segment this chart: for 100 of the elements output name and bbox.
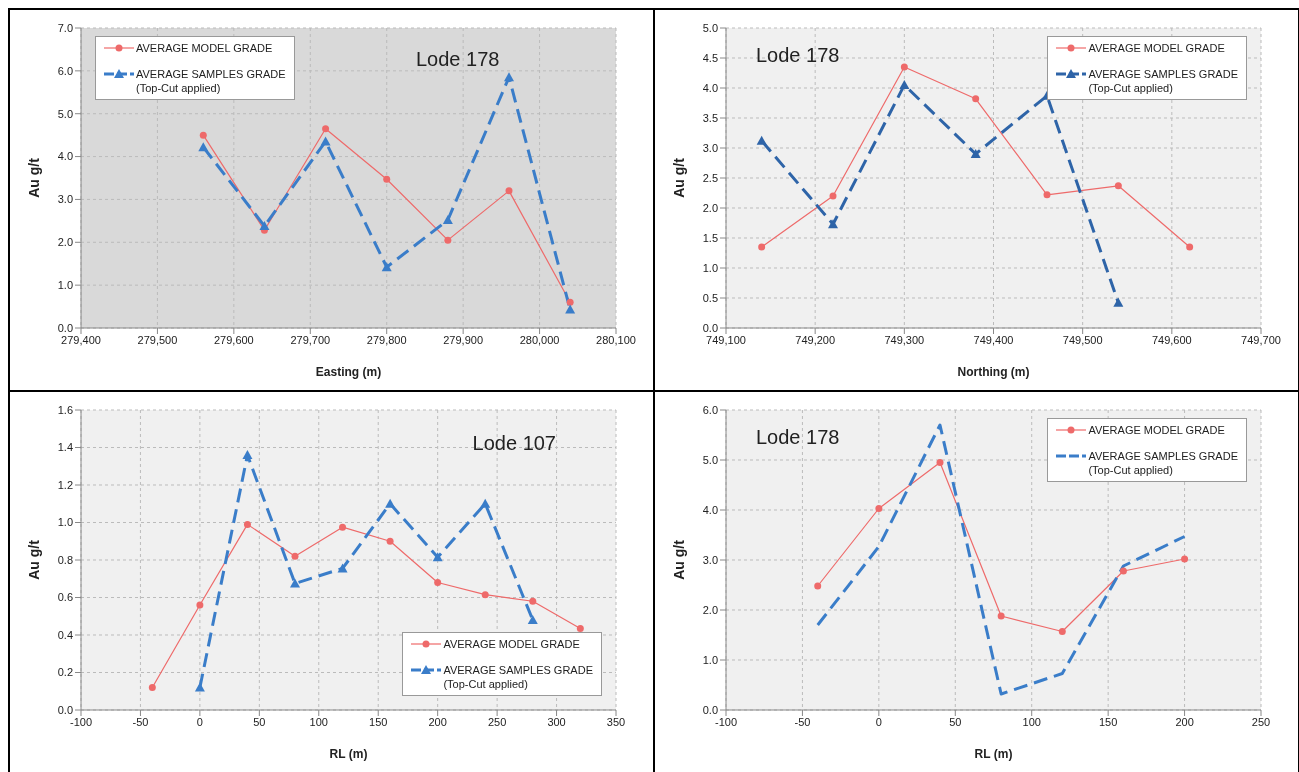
legend-label: AVERAGE MODEL GRADE [1088,41,1225,55]
y-tick-label: 5.0 [702,21,718,34]
x-axis-title: RL (m) [329,747,368,761]
y-tick-label: 1.0 [57,516,73,529]
y-tick-label: 4.0 [702,81,718,94]
point [1043,191,1051,199]
point [829,192,837,200]
y-tick-label: 2.0 [57,236,73,249]
x-tick-label: 150 [1098,715,1118,728]
y-tick-label: 0.0 [702,321,718,334]
point [480,498,491,508]
x-tick-label: 749,200 [795,333,836,346]
x-tick-label: 200 [428,715,447,728]
x-tick-label: -100 [714,715,738,728]
point [1119,567,1127,575]
legend-label: AVERAGE MODEL GRADE [1088,423,1225,437]
x-tick-label: 280,100 [596,333,636,346]
x-tick-label: 279,900 [443,333,484,346]
y-axis-title: Au g/t [25,539,42,580]
x-tick-label: 100 [309,715,328,728]
point [434,579,442,586]
y-tick-label: 3.0 [57,193,73,206]
point [339,523,347,531]
x-tick-label: 150 [369,715,388,728]
x-tick-label: 279,500 [137,333,178,346]
x-tick-label: 100 [1022,715,1041,728]
y-tick-label: 1.0 [702,261,718,274]
x-tick-label: 279,700 [290,333,331,346]
annotation: Lode 178 [416,48,500,71]
y-tick-label: 1.4 [57,441,73,454]
legend-label: AVERAGE SAMPLES GRADE (Top-Cut applied) [443,663,593,691]
x-tick-label: 0 [875,715,882,728]
y-tick-label: 3.0 [702,141,718,154]
point [936,459,944,466]
point [381,262,392,272]
point [566,298,574,306]
y-tick-label: 2.0 [702,603,718,616]
point [320,136,331,146]
x-tick-label: 749,300 [884,333,925,346]
point [814,582,822,590]
point [322,125,330,133]
y-tick-label: 1.6 [57,403,73,416]
y-tick-label: 7.0 [57,21,73,34]
point [576,624,584,632]
x-tick-label: 749,700 [1241,333,1281,346]
x-tick-label: -50 [132,715,149,728]
point [900,63,908,71]
annotation: Lode 178 [756,426,840,449]
point [194,682,205,692]
point [1058,628,1066,635]
legend-label: AVERAGE SAMPLES GRADE (Top-Cut applied) [1088,449,1238,477]
y-tick-label: 0.6 [57,591,73,604]
x-axis-title: RL (m) [974,747,1013,761]
x-axis-title: Easting (m) [315,365,382,379]
point [527,615,538,624]
point [828,219,838,229]
point [199,131,207,139]
point [383,175,391,183]
y-tick-label: 6.0 [57,64,73,77]
point [148,684,156,691]
y-tick-label: 3.0 [702,553,718,566]
annotation: Lode 107 [472,432,556,455]
legend-label: AVERAGE MODEL GRADE [443,637,580,651]
point [386,537,394,545]
point [504,72,514,82]
y-tick-label: 4.5 [702,51,718,64]
x-tick-label: 279,400 [61,333,101,346]
y-tick-label: 1.5 [702,231,718,244]
x-tick-label: 250 [1251,715,1271,728]
point [196,601,204,609]
y-tick-label: 0.5 [702,291,718,304]
y-tick-label: 1.2 [57,478,73,491]
x-tick-label: 300 [547,715,566,728]
x-tick-label: 749,500 [1062,333,1103,346]
point [997,612,1005,620]
y-tick-label: 5.0 [702,453,718,466]
y-tick-label: 0.2 [57,666,73,679]
point [1114,182,1122,190]
point [442,215,453,224]
y-tick-label: 3.5 [702,111,718,124]
point [242,450,253,459]
legend-label: AVERAGE MODEL GRADE [136,41,273,55]
y-tick-label: 1.0 [57,279,73,292]
annotation: Lode 178 [756,44,840,67]
x-tick-label: 279,600 [213,333,254,346]
x-tick-label: 50 [949,715,962,728]
x-tick-label: 0 [196,715,203,728]
x-tick-label: 279,800 [366,333,407,346]
x-tick-label: -100 [69,715,93,728]
y-tick-label: 0.0 [702,703,718,716]
point [1181,555,1189,563]
x-tick-label: 280,000 [519,333,560,346]
point [505,187,513,195]
y-tick-label: 5.0 [57,107,73,120]
point [758,243,766,251]
x-tick-label: -50 [794,715,811,728]
point [481,591,489,599]
point [875,505,883,512]
y-tick-label: 0.4 [57,628,73,641]
point [243,520,251,528]
